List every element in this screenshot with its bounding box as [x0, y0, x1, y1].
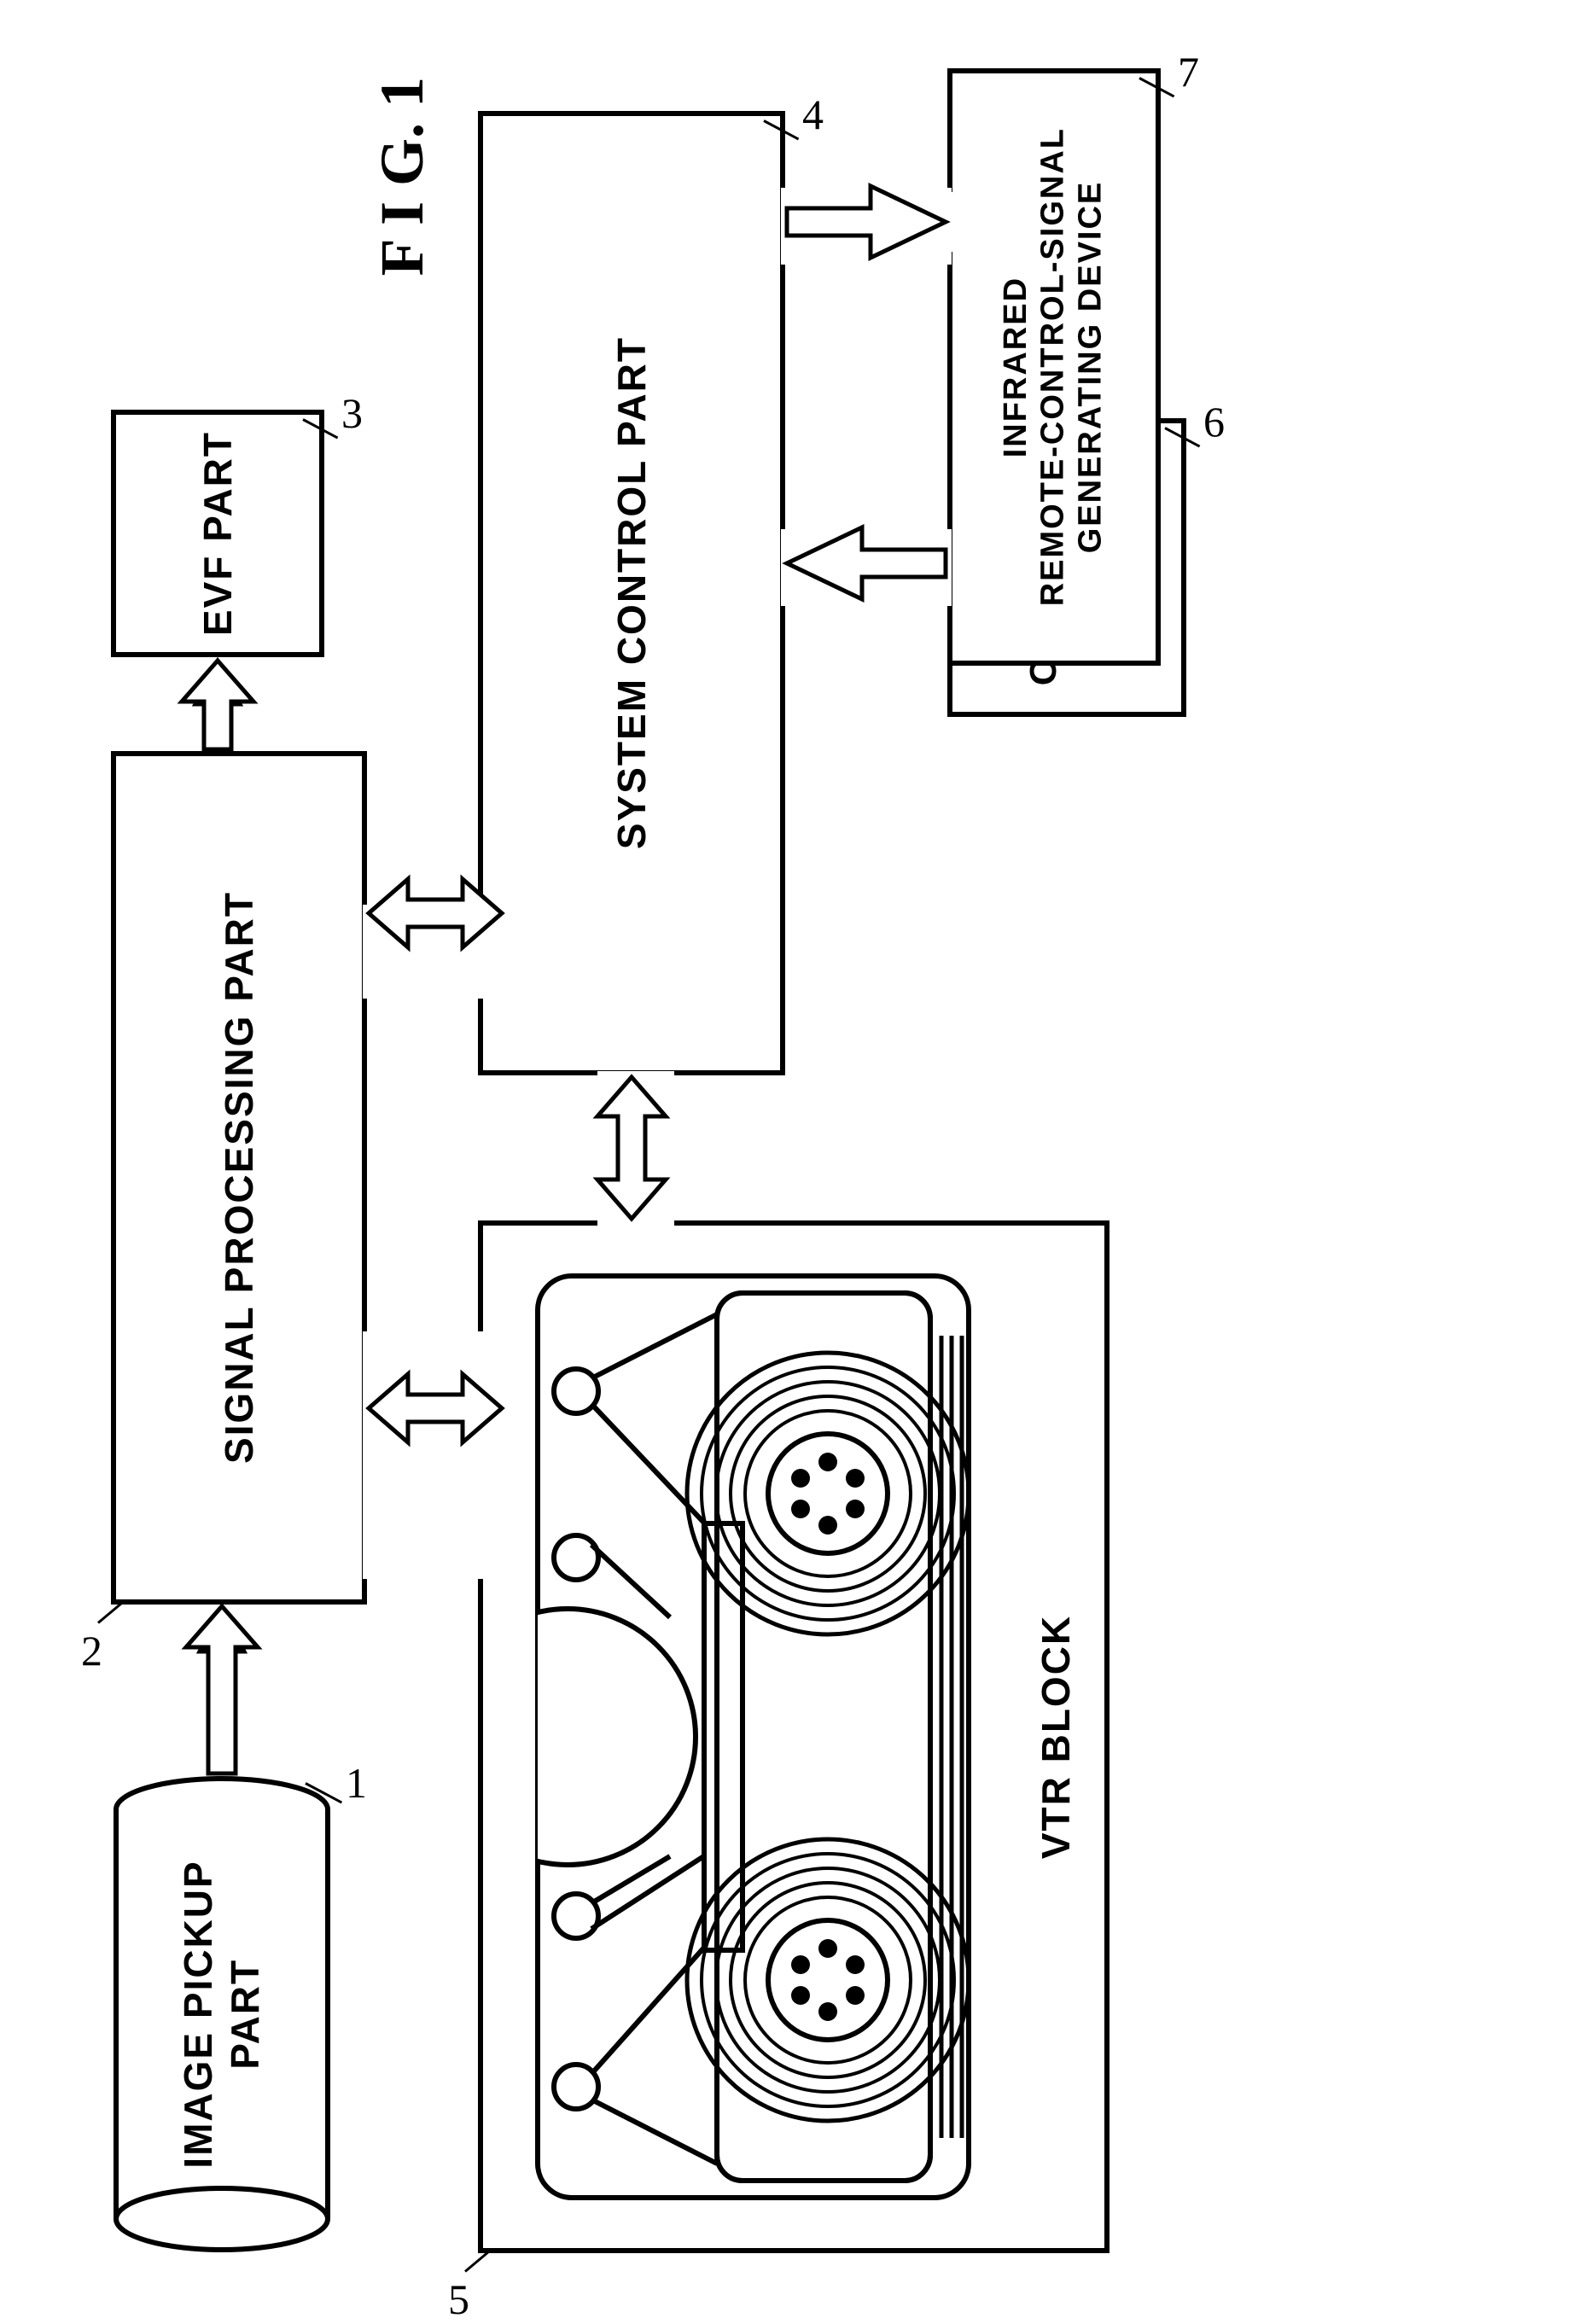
vtr-mechanism-graphic — [516, 1259, 990, 2215]
figure-title: F I G. 1 — [367, 77, 438, 276]
block-evf: EVF PART — [111, 410, 324, 657]
block-ir-remote-id: 7 — [1178, 47, 1199, 96]
block-signal-processing-id: 2 — [81, 1626, 102, 1675]
block-system-control-id: 4 — [802, 90, 824, 139]
arrow-system-to-ir — [789, 200, 943, 244]
arrow-pickup-to-signal — [200, 1609, 244, 1741]
block-ir-remote-label: INFRARED REMOTE-CONTROL-SIGNAL GENERATIN… — [998, 127, 1110, 606]
block-vtr-label: VTR BLOCK — [1033, 1615, 1079, 1859]
block-vtr-id: 5 — [448, 2274, 469, 2324]
block-system-control: SYSTEM CONTROL PART — [478, 111, 785, 1075]
diagram-canvas: F I G. 1 IMAGE PICKUP PART 1 SIGNAL PROC… — [0, 0, 1590, 2316]
arrow-signal-to-evf — [195, 661, 240, 751]
arrow-system-vtr-bidir — [609, 1080, 654, 1216]
block-evf-label: EVF PART — [195, 431, 241, 636]
block-operation-id: 6 — [1203, 397, 1225, 446]
block-image-pickup-id: 1 — [346, 1758, 367, 1808]
arrow-signal-system-bidir — [371, 937, 474, 981]
block-system-control-label: SYSTEM CONTROL PART — [609, 336, 655, 849]
block-signal-processing: SIGNAL PROCESSING PART — [111, 751, 367, 1605]
block-signal-processing-label: SIGNAL PROCESSING PART — [216, 891, 262, 1464]
block-image-pickup-label: IMAGE PICKUP PART — [175, 1860, 269, 2168]
arrow-signal-vtr-bidir2 — [371, 1442, 474, 1487]
block-image-pickup: IMAGE PICKUP PART — [111, 1775, 333, 2253]
block-evf-id: 3 — [341, 388, 363, 438]
block-ir-remote: INFRARED REMOTE-CONTROL-SIGNAL GENERATIN… — [947, 68, 1161, 666]
arrow-operation-to-system — [789, 545, 913, 590]
arrow-signal-vtr-bidir — [367, 1340, 458, 1570]
